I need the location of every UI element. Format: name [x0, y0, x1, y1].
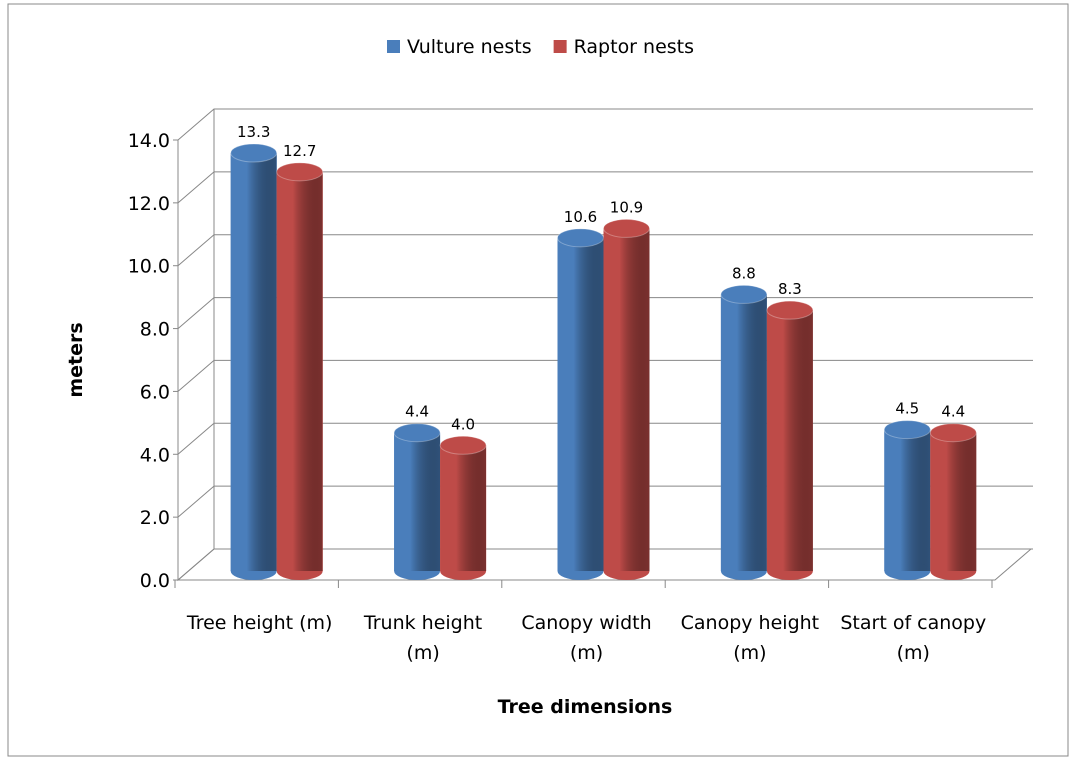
bar — [766, 300, 814, 580]
bar-body — [394, 432, 441, 571]
legend-label: Vulture nests — [407, 36, 532, 58]
value-label: 13.3 — [237, 123, 270, 141]
legend-label: Raptor nests — [574, 36, 694, 58]
x-tick-label: Trunk height (m) — [363, 612, 483, 664]
bar — [230, 143, 278, 580]
value-label: 4.5 — [895, 400, 919, 418]
bar-body — [440, 445, 487, 571]
y-tick-label: 12.0 — [128, 193, 170, 215]
chart-frame — [7, 3, 1069, 757]
bar — [557, 228, 604, 580]
bar-body — [884, 429, 931, 571]
value-label: 8.3 — [778, 280, 802, 298]
bar-body — [276, 171, 323, 571]
bar-top — [883, 420, 931, 440]
value-label: 12.7 — [283, 142, 316, 160]
bar — [929, 423, 977, 580]
bar — [439, 435, 487, 580]
bar-body — [766, 310, 813, 571]
bar-body — [720, 294, 767, 571]
bar-top — [276, 162, 324, 182]
bar — [603, 218, 650, 580]
x-tick-label: Canopy height (m) — [680, 612, 820, 664]
y-tick-label: 6.0 — [140, 381, 170, 403]
bar-top — [603, 218, 650, 238]
value-label: 8.8 — [732, 264, 756, 282]
value-label: 10.6 — [564, 208, 597, 226]
bar-top — [929, 423, 977, 443]
value-label: 4.4 — [941, 403, 965, 421]
x-tick-label: Start of canopy (m) — [840, 612, 987, 664]
x-tick-label: Canopy width (m) — [521, 612, 652, 664]
bar — [883, 420, 931, 580]
bar — [276, 162, 324, 580]
bar-top — [557, 228, 604, 248]
bar-body — [930, 432, 977, 571]
y-tick-label: 4.0 — [140, 444, 170, 466]
y-axis-title: meters — [65, 322, 87, 397]
value-label: 10.9 — [610, 198, 643, 216]
x-tick-label: Tree height (m) — [186, 612, 333, 634]
y-tick-label: 8.0 — [140, 319, 170, 341]
y-tick-label: 0.0 — [140, 570, 170, 592]
value-label: 4.4 — [405, 403, 429, 421]
grid-line — [177, 234, 1033, 267]
bar-top — [393, 423, 441, 443]
y-tick-label: 2.0 — [140, 507, 170, 529]
bar-top — [439, 435, 487, 455]
grid-line — [177, 171, 1033, 204]
x-axis-title: Tree dimensions — [498, 696, 673, 718]
bar — [393, 423, 441, 580]
bar-body — [557, 237, 604, 571]
legend-swatch — [387, 40, 400, 53]
legend-swatch — [553, 40, 567, 53]
y-tick-label: 10.0 — [128, 256, 170, 278]
bar-top — [720, 284, 768, 304]
bar-top — [230, 143, 278, 163]
bar-body — [603, 228, 650, 571]
value-label: 4.0 — [451, 415, 475, 433]
y-tick-label: 14.0 — [128, 130, 170, 152]
grid-line — [177, 108, 1033, 141]
bar — [720, 284, 768, 580]
bar-body — [230, 153, 277, 571]
bar-top — [766, 300, 814, 320]
